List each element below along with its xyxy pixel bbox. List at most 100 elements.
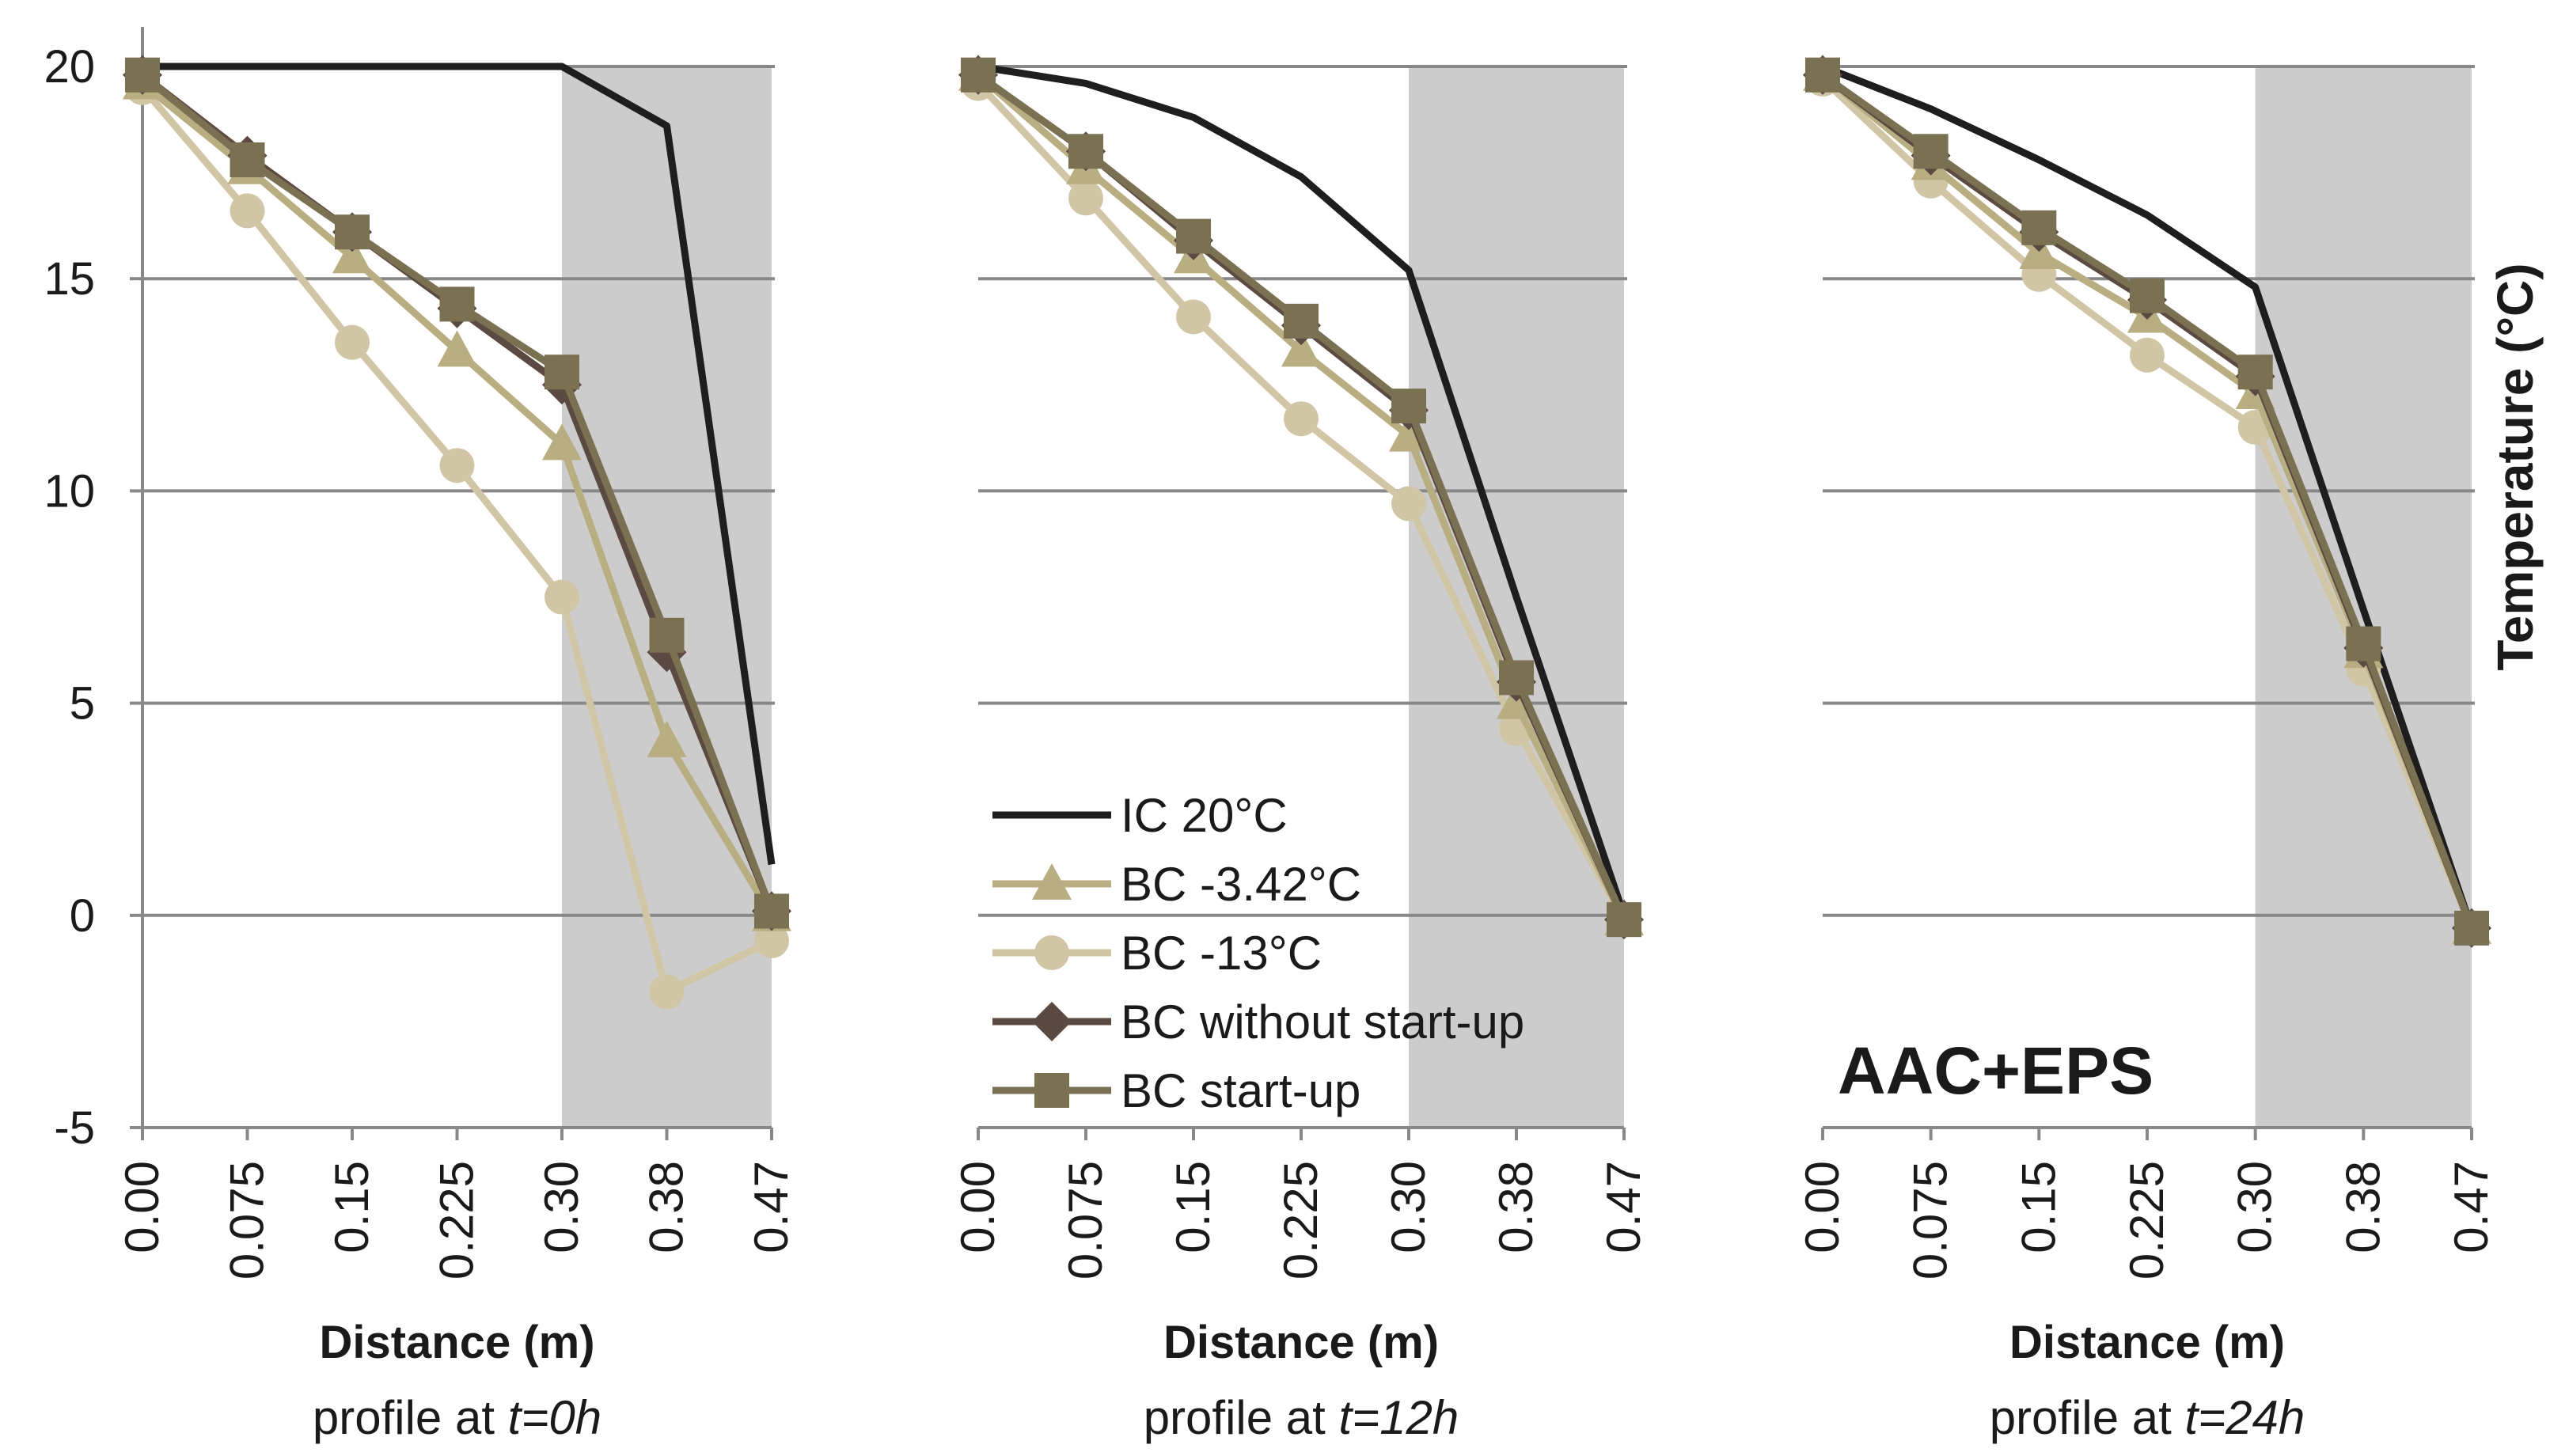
data-point xyxy=(1281,330,1321,367)
data-point xyxy=(230,142,265,178)
shaded-region xyxy=(562,66,772,1128)
data-point xyxy=(2454,910,2489,946)
series-line xyxy=(1821,63,2476,930)
data-point xyxy=(437,330,477,367)
series-ic xyxy=(1821,63,2476,930)
legend-entry-bcstart: BC start-up xyxy=(992,1064,1360,1117)
legend-swatch-marker xyxy=(1032,1002,1072,1041)
panel-caption: profile at t=12h xyxy=(1144,1391,1459,1444)
caption-time: t=12h xyxy=(1338,1391,1459,1444)
legend-swatch-marker xyxy=(1034,935,1069,970)
x-tick-label: 0.075 xyxy=(221,1161,274,1280)
x-tick-label: 0.225 xyxy=(1274,1161,1327,1280)
data-point xyxy=(1176,299,1211,335)
x-tick-label: 0.30 xyxy=(535,1161,588,1253)
series-ic xyxy=(142,63,776,866)
data-point xyxy=(1176,218,1211,254)
y-axis-label: Temperature (°C) xyxy=(2487,263,2544,670)
x-tick-label: 0.38 xyxy=(2336,1161,2389,1253)
legend-entry-ic: IC 20°C xyxy=(992,789,1288,842)
data-point xyxy=(335,324,370,360)
data-point xyxy=(335,214,370,250)
series-bcstart xyxy=(1805,57,2489,946)
data-point xyxy=(1805,57,1840,93)
panels: 20 15 10 5 0 -5 0.00 0.075 0.15 0.225 0.30 0.38 0.47… xyxy=(44,27,2498,1444)
legend-label: BC start-up xyxy=(1121,1064,1360,1117)
panel-2: 0.00 0.075 0.15 0.225 0.30 0.38 0.47 Distance (… xyxy=(951,54,1650,1444)
material-annotation: AAC+EPS xyxy=(1838,1033,2153,1108)
x-tick-label: 0.30 xyxy=(1382,1161,1435,1253)
series-bcstart xyxy=(961,57,1641,938)
legend-entry-bc13: BC -13°C xyxy=(992,927,1322,980)
x-axis-label: Distance (m) xyxy=(1163,1317,1439,1368)
caption-prefix: profile at xyxy=(313,1391,508,1444)
x-tick-label: 0.00 xyxy=(1796,1161,1849,1253)
y-tick-label: 20 xyxy=(44,41,95,93)
panel-caption: profile at t=0h xyxy=(313,1391,601,1444)
y-tick-label: -5 xyxy=(54,1102,95,1154)
legend-label: BC -3.42°C xyxy=(1121,858,1361,911)
data-point xyxy=(1284,401,1319,437)
y-tick-label: 10 xyxy=(44,465,95,517)
series-bcstart xyxy=(125,57,789,929)
data-point xyxy=(2130,278,2165,313)
x-tick-label: 0.38 xyxy=(640,1161,693,1253)
x-tick-label: 0.15 xyxy=(325,1161,378,1253)
data-point xyxy=(2130,337,2165,373)
legend-label: IC 20°C xyxy=(1121,789,1288,842)
data-point xyxy=(649,617,685,653)
data-point xyxy=(649,974,685,1010)
panel-3: 0.00 0.075 0.15 0.225 0.30 0.38 0.47 Distance (… xyxy=(1796,54,2498,1444)
data-point xyxy=(961,57,996,93)
data-point xyxy=(1284,303,1319,339)
x-tick-label: 0.075 xyxy=(1059,1161,1112,1280)
legend-swatch-marker xyxy=(1032,863,1072,900)
data-point xyxy=(125,57,160,93)
panel-caption: profile at t=24h xyxy=(1990,1391,2305,1444)
data-point xyxy=(1607,902,1641,938)
y-tick-label: 5 xyxy=(70,678,95,730)
caption-prefix: profile at xyxy=(1990,1391,2185,1444)
x-tick-label: 0.075 xyxy=(1904,1161,1957,1280)
data-point xyxy=(2021,210,2057,245)
data-point xyxy=(1391,486,1426,521)
data-point xyxy=(2237,355,2273,390)
legend-label: BC without start-up xyxy=(1121,995,1524,1048)
x-tick-label: 0.47 xyxy=(2445,1161,2498,1253)
x-tick-label: 0.225 xyxy=(2120,1161,2173,1280)
caption-prefix: profile at xyxy=(1144,1391,1339,1444)
y-tick-label: 0 xyxy=(70,890,95,942)
x-tick-label: 0.00 xyxy=(116,1161,169,1253)
data-point xyxy=(1068,134,1103,169)
legend-entry-bc342: BC -3.42°C xyxy=(992,858,1361,911)
caption-time: t=0h xyxy=(508,1391,601,1444)
series-ic xyxy=(977,63,1628,917)
data-point xyxy=(545,355,579,390)
caption-time: t=24h xyxy=(2184,1391,2305,1444)
x-tick-label: 0.47 xyxy=(745,1161,798,1253)
data-point xyxy=(439,448,475,483)
data-point xyxy=(1499,660,1534,696)
data-point xyxy=(230,193,265,229)
x-tick-label: 0.225 xyxy=(431,1161,484,1280)
data-point xyxy=(439,286,475,322)
x-tick-label: 0.47 xyxy=(1597,1161,1650,1253)
legend-entry-bcnostart: BC without start-up xyxy=(992,995,1524,1048)
x-tick-label: 0.00 xyxy=(951,1161,1004,1253)
data-point xyxy=(1068,180,1103,216)
data-point xyxy=(1913,134,1949,169)
data-point xyxy=(1391,389,1426,424)
data-point xyxy=(2346,626,2381,662)
shaded-region xyxy=(2255,66,2472,1128)
x-axis-label: Distance (m) xyxy=(2009,1317,2285,1368)
series-line xyxy=(142,63,776,866)
legend-label: BC -13°C xyxy=(1121,927,1322,980)
data-point xyxy=(754,923,789,958)
legend: IC 20°C BC -3.42°C BC -13°C BC without star… xyxy=(992,789,1524,1117)
x-tick-label: 0.30 xyxy=(2229,1161,2282,1253)
data-point xyxy=(542,423,582,461)
series-line xyxy=(977,63,1628,917)
data-point xyxy=(332,237,372,274)
data-point xyxy=(545,579,579,615)
